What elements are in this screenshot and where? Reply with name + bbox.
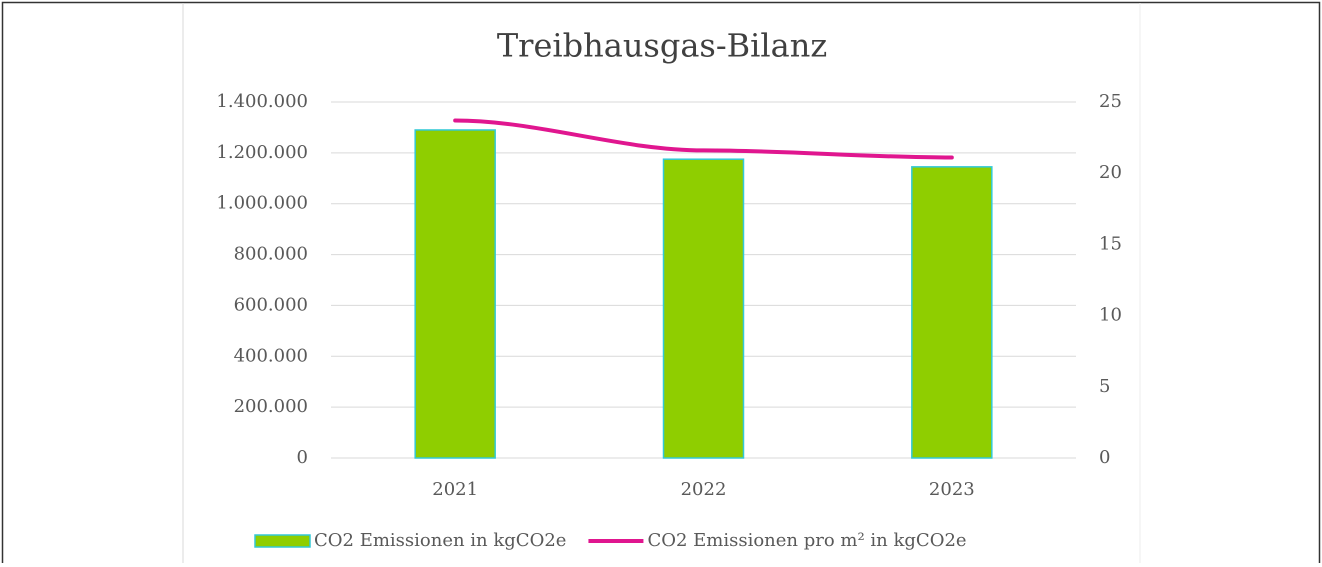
y-tick-label: 1.000.000 <box>216 193 308 214</box>
bar <box>414 129 496 459</box>
y2-tick-label: 0 <box>1099 447 1110 468</box>
bar <box>911 166 993 459</box>
y-tick-label: 0 <box>297 447 308 468</box>
y2-tick-label: 20 <box>1099 162 1122 183</box>
x-tick-label: 2021 <box>432 479 478 500</box>
y-tick-label: 400.000 <box>234 345 308 366</box>
y-tick-label: 800.000 <box>234 244 308 265</box>
x-tick-label: 2022 <box>681 479 727 500</box>
x-tick-label: 2023 <box>929 479 975 500</box>
legend-label: CO2 Emissionen in kgCO2e <box>314 530 566 551</box>
legend-swatch <box>254 534 311 548</box>
y-tick-label: 1.200.000 <box>216 142 308 163</box>
bar <box>662 158 745 459</box>
y2-tick-label: 25 <box>1099 91 1122 112</box>
y-tick-label: 200.000 <box>234 396 308 417</box>
y-tick-label: 600.000 <box>234 294 308 315</box>
y-tick-label: 1.400.000 <box>216 91 308 112</box>
y2-tick-label: 5 <box>1099 376 1110 397</box>
line <box>453 118 954 160</box>
y2-tick-label: 10 <box>1099 305 1122 326</box>
legend-label: CO2 Emissionen pro m² in kgCO2e <box>647 530 966 551</box>
chart-title: Treibhausgas-Bilanz <box>497 27 827 65</box>
y2-tick-label: 15 <box>1099 233 1122 254</box>
